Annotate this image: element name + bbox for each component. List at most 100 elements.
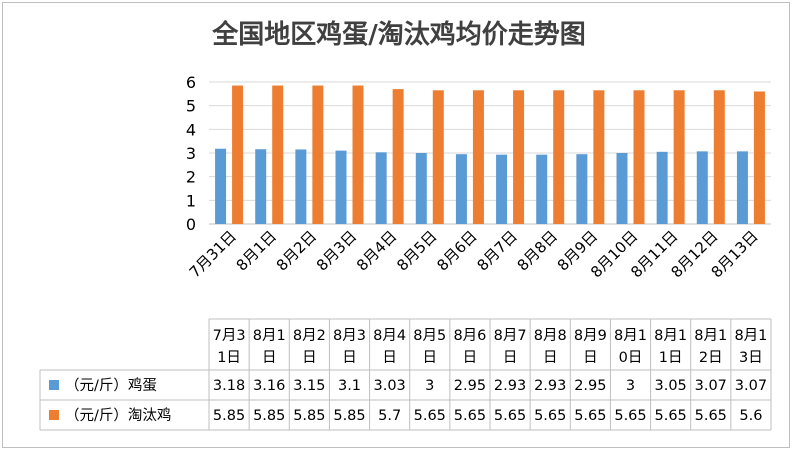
table-cell: 3.16 [253,378,285,394]
table-header-line: 8月8 [534,328,567,344]
bar-egg [255,149,267,224]
table-header-line: 8月6 [453,328,486,344]
table-cell: 5.65 [534,408,566,424]
y-tick-label: 4 [186,120,196,139]
table-cell: 5.65 [494,408,526,424]
data-table: 7月3 1日 8月1 日 8月2 日 8月3 日 8月4 日 8月5 日 8月6 日 8月7 日 8月8 日 8月9… [39,318,772,431]
table-cell: 3.07 [735,378,767,394]
table-header-line: 8月5 [413,328,446,344]
table-header-line: 0日 [619,350,643,366]
bar-egg [415,153,427,224]
y-tick-label: 1 [186,191,196,210]
x-tick-label: 8月1日 [233,227,280,274]
gridlines [209,81,771,225]
table-cell: 3 [425,378,434,394]
table-header-line: 8月1 [654,328,687,344]
table-header-line: 日 [302,350,317,366]
y-tick-label: 6 [186,73,196,92]
table-header-line: 8月1 [614,328,647,344]
table-cell: 3.1 [338,378,361,394]
table-header-line: 3日 [739,350,763,366]
table-cell: 2.93 [494,378,526,394]
y-tick-label: 2 [186,168,196,187]
x-tick-label: 8月7日 [473,227,520,274]
table-header-line: 日 [583,350,598,366]
table-cell: 3.07 [695,378,727,394]
table-header-line: 8月1 [694,328,727,344]
bar-hen [432,90,444,225]
table-cell: 3.18 [213,378,245,394]
bar-hen [232,85,244,224]
bar-hen [593,90,605,225]
table-cell: 3 [626,378,635,394]
x-tick-label: 8月4日 [353,227,400,274]
table-header-line: 8月3 [333,328,366,344]
bar-egg [736,151,748,224]
table-header-line: 日 [543,350,558,366]
bar-hen [633,90,645,225]
table-cell: 5.85 [333,408,365,424]
y-tick-label: 3 [186,144,196,163]
table-cell: 5.7 [378,408,401,424]
bar-egg [375,152,387,224]
bar-egg [536,154,548,224]
bar-egg [696,151,708,224]
table-cell: 3.15 [293,378,325,394]
table-cell: 5.65 [695,408,727,424]
bar-hen [713,90,725,225]
table-header-line: 8月2 [293,328,326,344]
bar-hen [472,90,484,225]
x-tick-label: 8月8日 [514,227,561,274]
table-cell: 2.95 [574,378,606,394]
table-header-line: 日 [342,350,357,366]
bar-hen [272,85,284,224]
bar-hen [513,90,525,225]
bar-egg [215,148,227,224]
x-axis-ticks: 7月31日8月1日8月2日8月3日8月4日8月5日8月6日8月7日8月8日8月9… [186,227,762,281]
bar-egg [656,151,668,224]
y-tick-label: 0 [186,215,196,234]
table-header-line: 1日 [659,350,683,366]
bar-egg [616,153,628,224]
chart-title: 全国地区鸡蛋/淘汰鸡均价走势图 [211,19,586,50]
legend-swatch [49,410,59,420]
table-header-line: 日 [503,350,518,366]
bar-hen [553,90,565,225]
y-tick-label: 5 [186,97,196,116]
y-axis-ticks: 0 1 2 3 4 5 6 [186,73,196,234]
bar-egg [295,149,307,224]
table-cell: 5.6 [739,408,762,424]
table-header-line: 8月4 [373,328,406,344]
x-tick-label: 8月6日 [433,227,480,274]
table-cell: 5.85 [293,408,325,424]
bar-egg [455,154,467,224]
bar-hen [392,89,404,224]
table-cell: 5.65 [614,408,646,424]
table-cell: 5.65 [654,408,686,424]
legend-label: （元/斤）淘汰鸡 [65,407,171,424]
bar-egg [335,150,347,224]
x-tick-label: 8月5日 [393,227,440,274]
table-cell: 2.95 [454,378,486,394]
bar-egg [496,154,508,224]
table-header-line: 8月1 [253,328,286,344]
table-header-line: 2日 [699,350,723,366]
bar-hen [753,91,765,224]
table-cell: 2.93 [534,378,566,394]
x-tick-label: 7月31日 [186,227,240,281]
bars [215,85,765,225]
table-cell: 3.05 [654,378,686,394]
table-cell: 5.85 [253,408,285,424]
table-header-line: 8月7 [494,328,527,344]
table-header-line: 日 [463,350,478,366]
bar-hen [312,85,324,224]
table-header-line: 日 [382,350,397,366]
table-header-line: 8月9 [574,328,607,344]
table-header-line: 日 [423,350,438,366]
table-cell: 5.65 [574,408,606,424]
legend-label: （元/斤）鸡蛋 [65,377,157,394]
table-header-line: 7月3 [213,328,246,344]
bar-egg [576,154,588,224]
